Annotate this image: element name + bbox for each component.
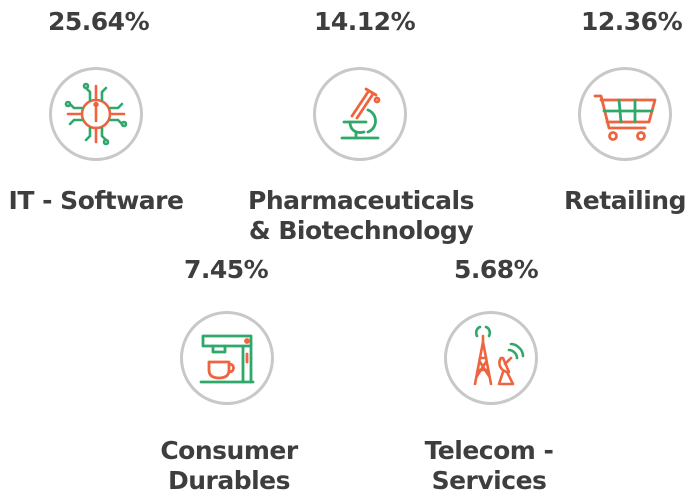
sector-percentage: 14.12% (314, 7, 416, 36)
sector-percentage: 12.36% (581, 7, 683, 36)
icon-circle (180, 311, 274, 405)
sector-label: Consumer Durables (160, 436, 298, 495)
sector-percentage: 7.45% (184, 255, 269, 284)
circuit-chip-icon (64, 82, 128, 146)
icon-circle (578, 67, 672, 161)
sector-percentage: 25.64% (48, 7, 150, 36)
icon-circle (444, 311, 538, 405)
telecom-tower-icon (473, 325, 525, 386)
coffee-machine-icon (199, 334, 255, 384)
shopping-cart-icon (593, 94, 657, 141)
icon-circle (313, 67, 407, 161)
sector-label: Pharmaceuticals & Biotechnology (248, 186, 474, 245)
microscope-icon (340, 87, 381, 140)
sector-label: Retailing (564, 186, 686, 215)
icon-circle (49, 67, 143, 161)
sector-label: IT - Software (8, 186, 184, 215)
sector-label: Telecom - Services (424, 436, 554, 495)
sector-percentage: 5.68% (454, 255, 539, 284)
